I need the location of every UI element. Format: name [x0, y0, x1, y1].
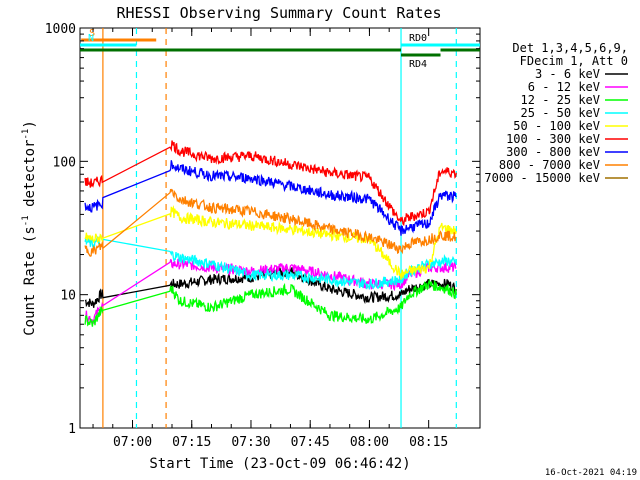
x-axis-label: Start Time (23-Oct-09 06:46:42) — [149, 456, 410, 472]
series-line — [84, 160, 457, 236]
legend-label: 12 - 25 keV — [521, 93, 600, 107]
series-line — [84, 204, 457, 280]
x-tick-label: 08:15 — [409, 435, 448, 450]
axes: 1 10 100 1000 07:00 07:15 07:30 07:45 08:00 08:15 — [45, 22, 480, 450]
chart-marks: SN RD0 RD4 — [80, 28, 480, 428]
series-line — [84, 266, 457, 308]
legend-header: Det 1,3,4,5,6,9, — [512, 41, 628, 55]
flag-label: N — [88, 33, 94, 44]
series-line — [84, 140, 457, 227]
y-tick-label: 1000 — [45, 22, 76, 37]
x-tick-label: 07:45 — [291, 435, 330, 450]
x-tick-label: 08:00 — [350, 435, 389, 450]
x-tick-label: 07:30 — [231, 435, 270, 450]
flag-label: RD4 — [409, 59, 427, 70]
series-line — [84, 256, 457, 324]
y-tick-label: 1 — [68, 422, 76, 437]
plot-frame — [79, 27, 481, 429]
legend-header: FDecim 1, Att 0 — [520, 54, 628, 68]
legend-label: 7000 - 15000 keV — [484, 171, 600, 185]
y-tick-label: 100 — [53, 155, 76, 170]
legend: Det 1,3,4,5,6,9,FDecim 1, Att 03 - 6 keV… — [484, 41, 628, 185]
series-line — [84, 188, 457, 257]
x-tick-label: 07:15 — [172, 435, 211, 450]
legend-label: 3 - 6 keV — [535, 67, 600, 81]
legend-label: 100 - 300 keV — [506, 132, 600, 146]
chart-title: RHESSI Observing Summary Count Rates — [116, 4, 441, 22]
legend-label: 25 - 50 keV — [521, 106, 600, 120]
footer-timestamp: 16-Oct-2021 04:19 — [545, 468, 637, 478]
flag-label: S — [89, 28, 95, 39]
series-line — [84, 278, 457, 327]
legend-label: 50 - 100 keV — [513, 119, 600, 133]
x-tick-label: 07:00 — [113, 435, 152, 450]
legend-label: 6 - 12 keV — [528, 80, 600, 94]
series-line — [84, 234, 457, 290]
legend-label: 800 - 7000 keV — [499, 158, 600, 172]
flag-label: RD0 — [409, 33, 427, 44]
legend-label: 300 - 800 keV — [506, 145, 600, 159]
y-axis-label: Count Rate (s-1 detector-1) — [21, 120, 38, 336]
y-tick-label: 10 — [60, 289, 76, 304]
